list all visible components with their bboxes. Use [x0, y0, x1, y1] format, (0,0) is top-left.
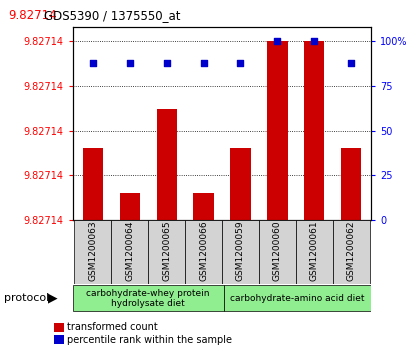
Bar [83, 148, 103, 220]
FancyBboxPatch shape [296, 220, 333, 284]
Bar [156, 109, 177, 220]
Text: carbohydrate-amino acid diet: carbohydrate-amino acid diet [230, 294, 365, 303]
Text: GSM1200063: GSM1200063 [88, 220, 98, 281]
Text: carbohydrate-whey protein
hydrolysate diet: carbohydrate-whey protein hydrolysate di… [86, 289, 210, 308]
Point [164, 60, 170, 66]
Point [90, 60, 96, 66]
Point [348, 60, 354, 66]
FancyBboxPatch shape [259, 220, 296, 284]
Text: GSM1200065: GSM1200065 [162, 220, 171, 281]
Text: GSM1200059: GSM1200059 [236, 220, 245, 281]
Text: 9.82714: 9.82714 [8, 9, 57, 22]
Bar [341, 148, 361, 220]
Bar [120, 193, 140, 220]
Bar [304, 41, 325, 220]
FancyBboxPatch shape [111, 220, 148, 284]
Text: GSM1200060: GSM1200060 [273, 220, 282, 281]
Text: ▶: ▶ [48, 292, 57, 305]
Point [200, 60, 207, 66]
FancyBboxPatch shape [148, 220, 185, 284]
Text: percentile rank within the sample: percentile rank within the sample [67, 335, 232, 345]
FancyBboxPatch shape [185, 220, 222, 284]
Text: GSM1200066: GSM1200066 [199, 220, 208, 281]
Point [274, 38, 281, 44]
Point [311, 38, 317, 44]
FancyBboxPatch shape [73, 285, 224, 311]
Text: protocol: protocol [4, 293, 49, 303]
Text: GSM1200061: GSM1200061 [310, 220, 319, 281]
Text: GSM1200064: GSM1200064 [125, 221, 134, 281]
FancyBboxPatch shape [333, 220, 370, 284]
Bar [230, 148, 251, 220]
Text: GSM1200062: GSM1200062 [347, 221, 356, 281]
Point [127, 60, 133, 66]
FancyBboxPatch shape [74, 220, 111, 284]
Text: transformed count: transformed count [67, 322, 158, 333]
FancyBboxPatch shape [224, 285, 371, 311]
Bar [193, 193, 214, 220]
Bar [267, 41, 288, 220]
Point [237, 60, 244, 66]
FancyBboxPatch shape [222, 220, 259, 284]
Text: GDS5390 / 1375550_at: GDS5390 / 1375550_at [44, 9, 180, 22]
